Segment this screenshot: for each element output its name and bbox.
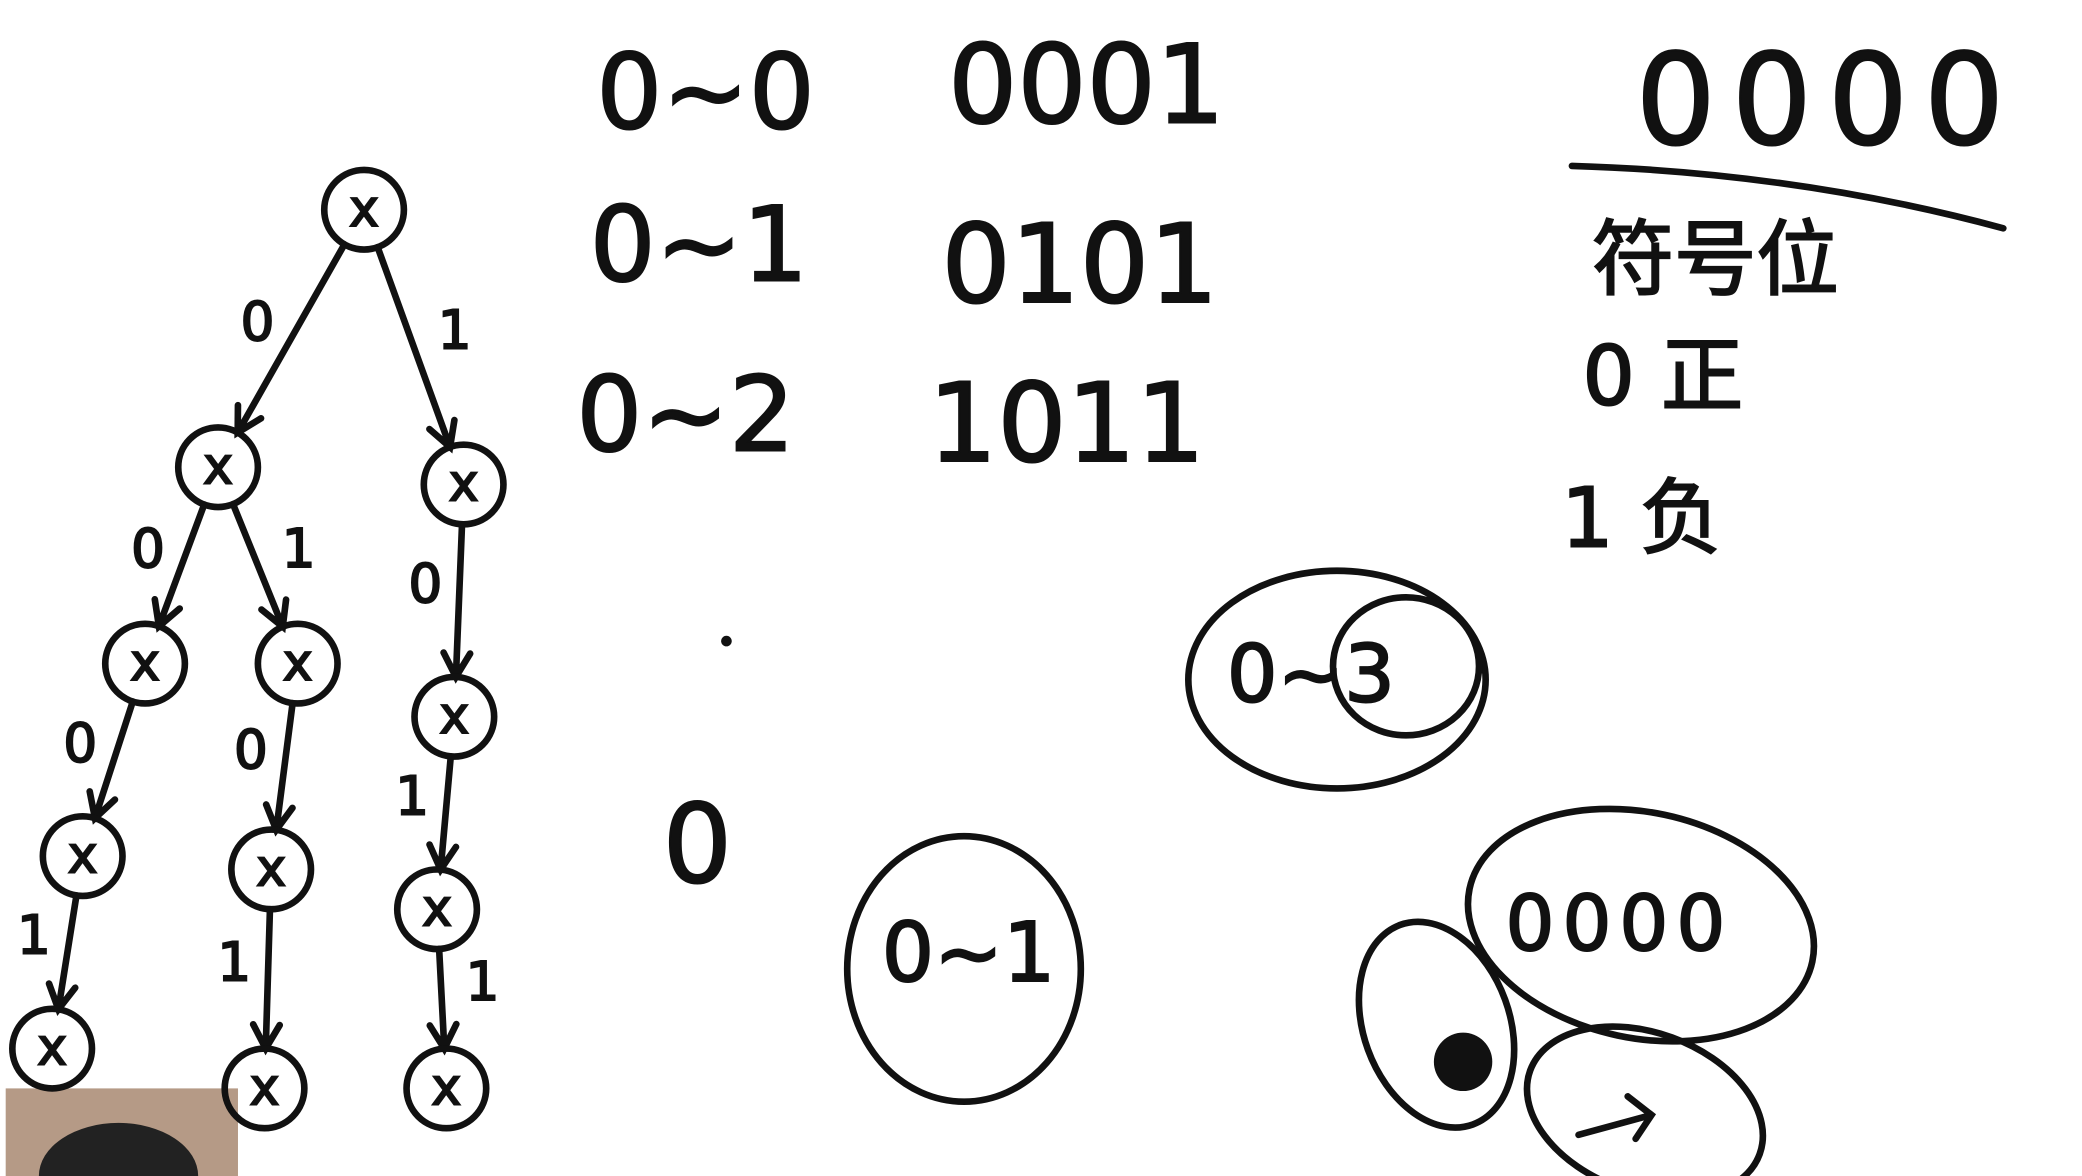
tree-node [228, 826, 315, 913]
group-circle [1464, 805, 1818, 1045]
node-label: x [283, 633, 313, 692]
tree-node [320, 166, 408, 253]
node-label: x [439, 686, 469, 745]
negative-note: 1 负 [1561, 472, 1722, 567]
tree-node [420, 441, 507, 528]
edge-label: 0 [131, 518, 165, 580]
background [5, 0, 2077, 1176]
node-label: x [349, 179, 379, 238]
underline [1568, 162, 2007, 232]
tree-node [393, 866, 481, 953]
node-label: x [422, 878, 452, 937]
arrow [1575, 1093, 1657, 1143]
group-bits: 0000 [1506, 880, 1734, 969]
webcam-person [38, 1122, 199, 1176]
sign-bits: 0000 [1636, 26, 2021, 173]
edge-label: 1 [395, 765, 429, 827]
node-label: x [203, 436, 233, 495]
node-label: x [449, 454, 479, 513]
dot [721, 635, 732, 647]
circled-range: 0~3 [1227, 628, 1395, 721]
circle [1329, 593, 1483, 739]
tree-node [411, 673, 498, 760]
edge-label: 1 [282, 518, 316, 580]
range: 0~0 [596, 33, 814, 153]
range: 0~1 [590, 186, 808, 306]
edge-label: 0 [241, 291, 275, 353]
tree-node [9, 1005, 96, 1092]
edge-label: 1 [17, 905, 51, 967]
circle [1523, 1023, 1767, 1176]
tree-node [101, 620, 189, 707]
range: 0~2 [576, 355, 794, 475]
edge-label: 0 [234, 719, 268, 781]
tree-node [174, 424, 262, 511]
edge-label: 0 [63, 712, 97, 774]
node-label: x [130, 633, 160, 692]
node-label: x [250, 1058, 280, 1117]
bits: 0001 [948, 22, 1225, 149]
circled-range: 0~1 [882, 906, 1056, 1001]
tree-node [221, 1045, 308, 1132]
tree-node [39, 812, 126, 900]
edge-label: 1 [217, 931, 251, 993]
node-label: x [431, 1058, 461, 1117]
tree-node [403, 1045, 490, 1132]
edge-label: 1 [438, 299, 472, 361]
node-label: x [37, 1018, 67, 1077]
node-label: x [256, 839, 286, 898]
circle [1355, 918, 1518, 1131]
edge-label: 1 [466, 951, 500, 1013]
circle [1185, 567, 1489, 792]
circle [843, 832, 1085, 1105]
zero: 0 [663, 781, 732, 908]
edge-label: 0 [409, 553, 443, 615]
tree-node [254, 620, 341, 707]
positive-note: 0 正 [1583, 330, 1744, 425]
sign-label: 符号位 [1592, 213, 1839, 308]
node-label: x [68, 825, 98, 884]
bits: 0101 [941, 201, 1218, 328]
bits: 1011 [928, 360, 1205, 487]
blot [1433, 1032, 1493, 1092]
